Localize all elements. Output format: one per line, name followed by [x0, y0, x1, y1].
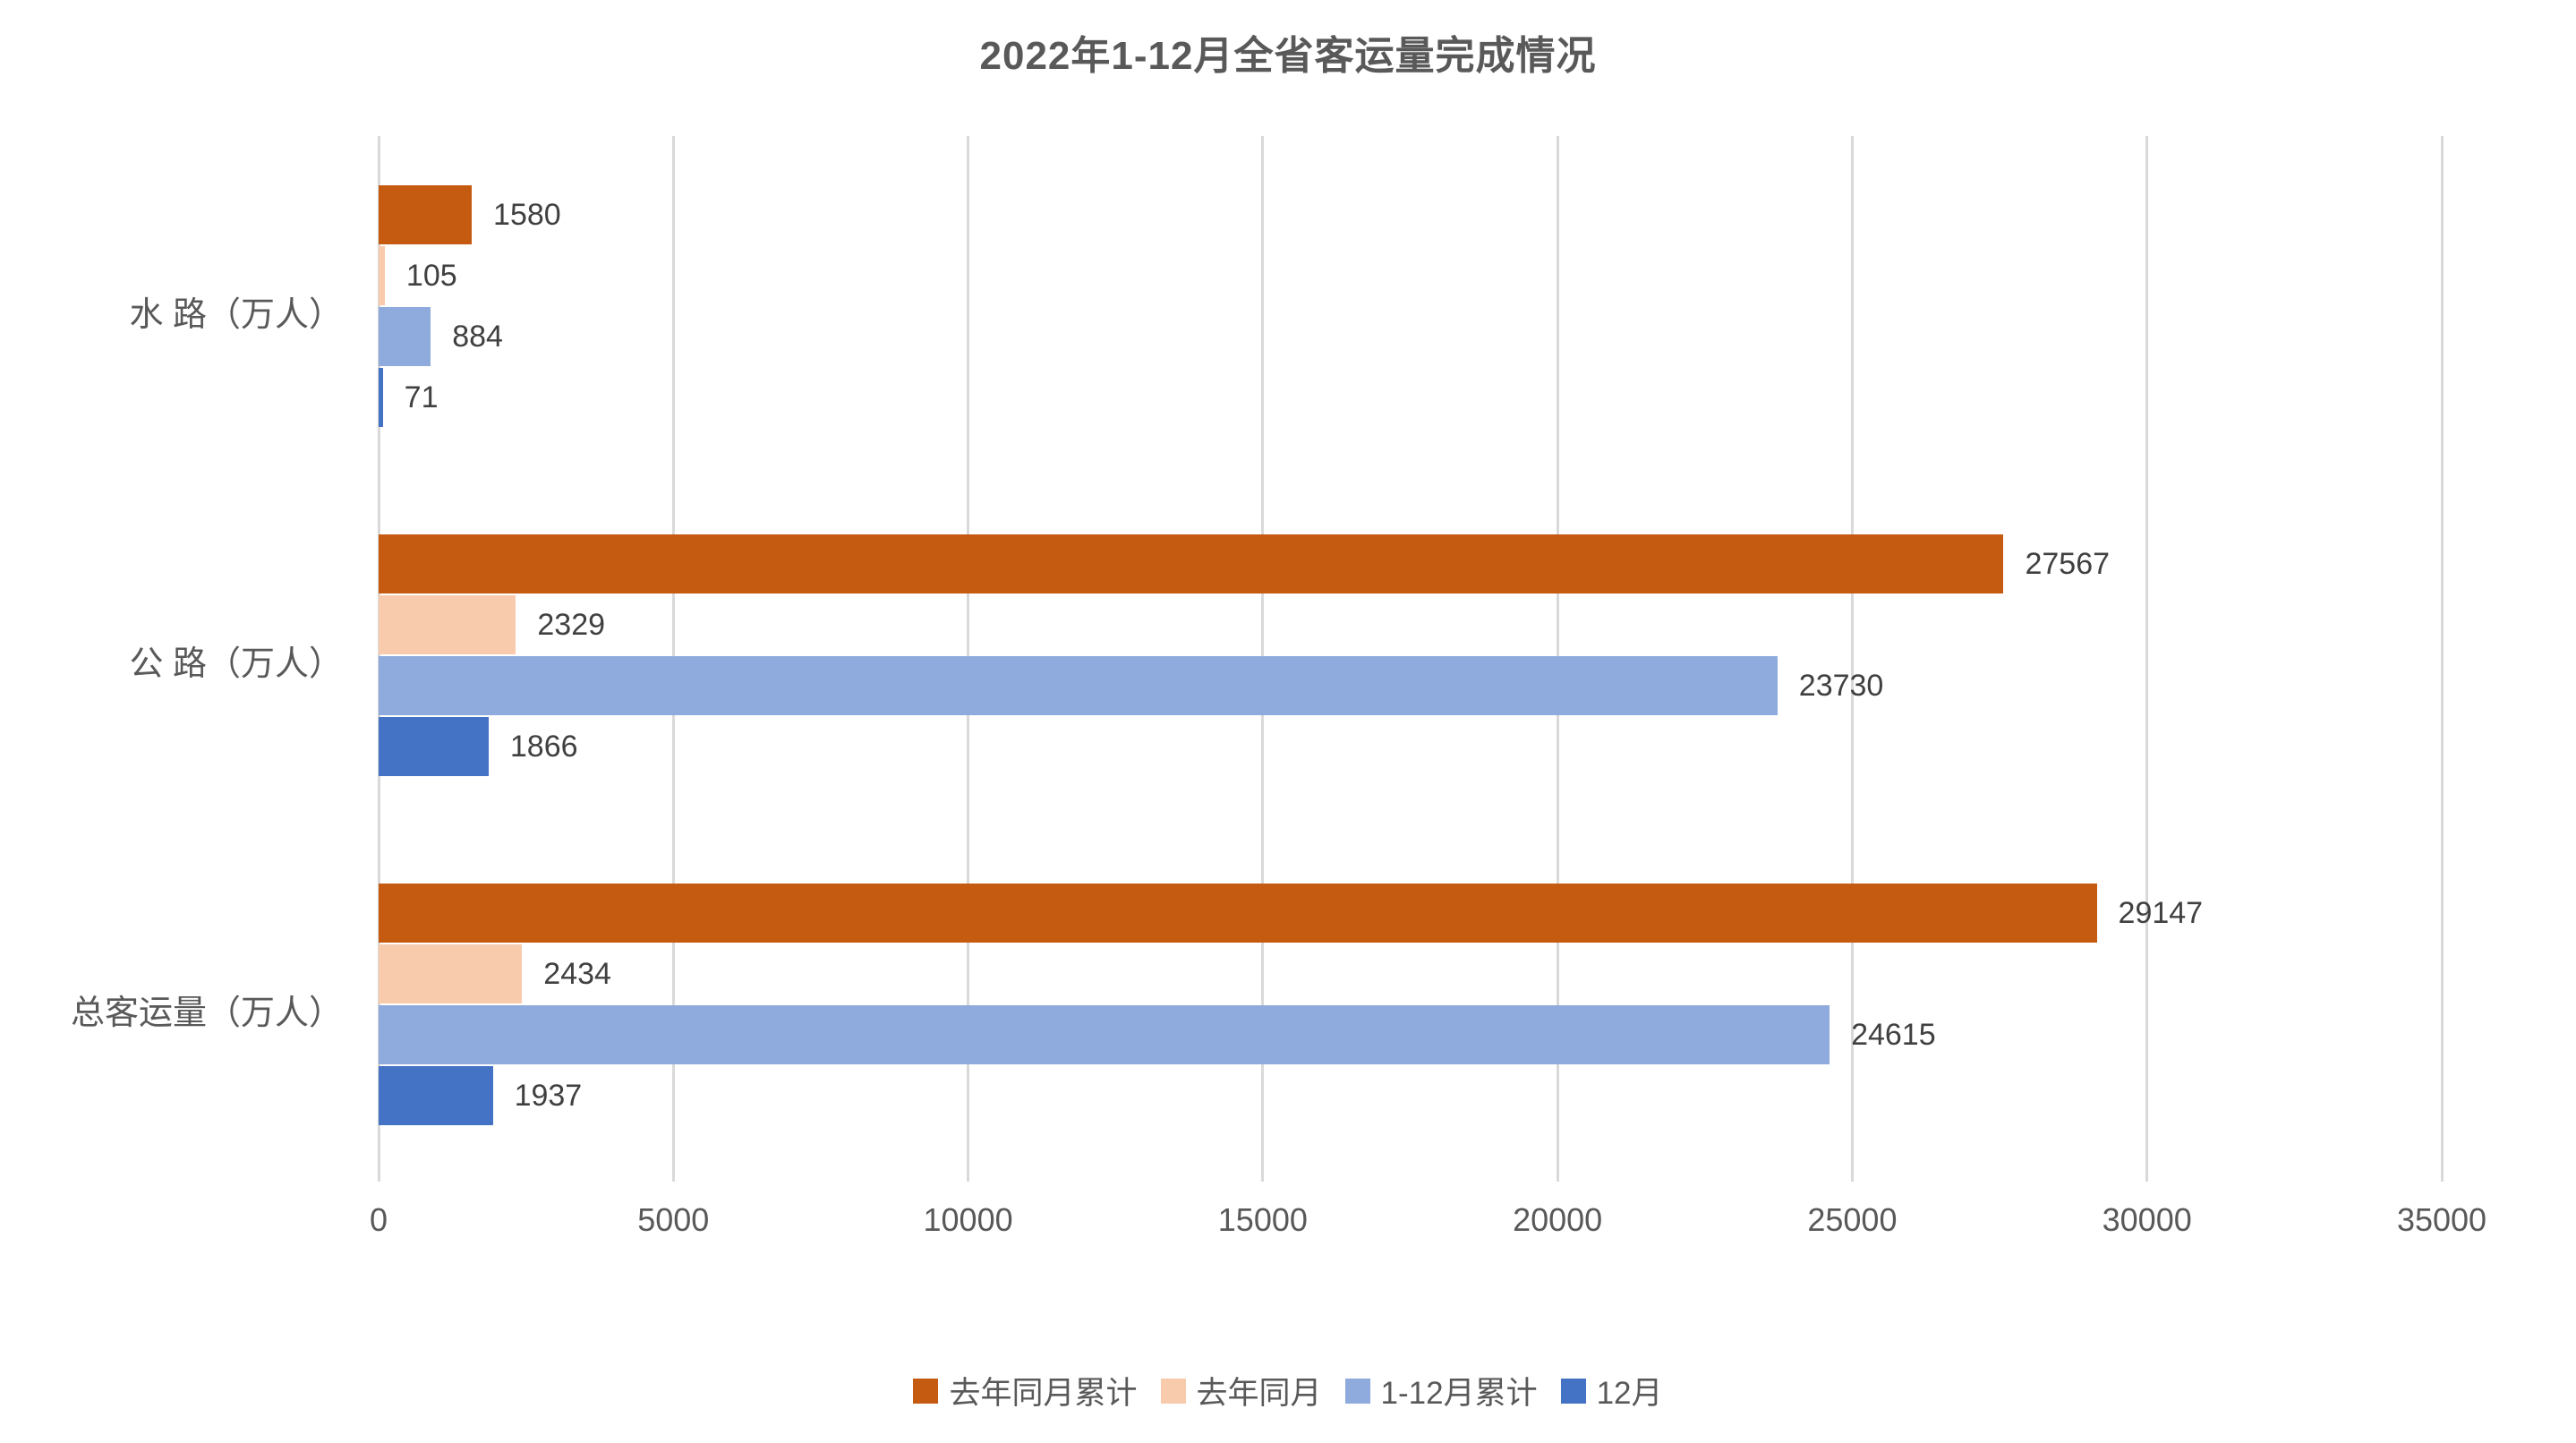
data-label: 71 [404, 380, 439, 414]
bar-去年同月累计-水 路（万人） [379, 185, 473, 244]
bar-12月-公 路（万人） [379, 717, 489, 776]
category-label: 公 路（万人） [129, 645, 343, 683]
bar-去年同月累计-公 路（万人） [379, 534, 2004, 593]
x-tick-label: 0 [369, 1201, 388, 1238]
legend-swatch-icon [1560, 1378, 1586, 1404]
x-tick-label: 10000 [923, 1201, 1013, 1238]
plot-area: 1580 105 884 71 27567 2329 23730 1866 29147 2434 2… [377, 136, 2444, 1182]
legend-label: 去年同月累计 [949, 1376, 1138, 1411]
x-tick-label: 5000 [637, 1201, 710, 1238]
bar-去年同月-总客运量（万人） [379, 944, 523, 1003]
legend: 去年同月累计 去年同月 1-12月累计 12月 [0, 1368, 2576, 1413]
data-label: 1866 [509, 730, 578, 764]
gridline-35000 [2440, 136, 2444, 1182]
bar-12月-水 路（万人） [379, 368, 383, 427]
data-label: 2329 [537, 608, 606, 642]
x-tick-label: 15000 [1217, 1201, 1308, 1238]
bar-去年同月累计-总客运量（万人） [379, 884, 2097, 943]
data-label: 23730 [1798, 669, 1884, 703]
data-label: 1937 [514, 1079, 583, 1113]
gridline-30000 [2145, 136, 2149, 1182]
legend-label: 12月 [1596, 1376, 1663, 1411]
legend-item-1-12月累计: 1-12月累计 [1344, 1368, 1538, 1413]
category-label: 水 路（万人） [129, 295, 343, 334]
bar-1-12月累计-公 路（万人） [379, 656, 1778, 715]
legend-item-12月: 12月 [1560, 1368, 1663, 1413]
legend-swatch-icon [1160, 1378, 1186, 1404]
legend-item-去年同月: 去年同月 [1160, 1368, 1322, 1413]
data-label: 2434 [543, 957, 611, 991]
data-label: 29147 [2118, 896, 2204, 930]
data-label: 1580 [493, 198, 561, 232]
legend-item-去年同月累计: 去年同月累计 [913, 1368, 1138, 1413]
bar-1-12月累计-水 路（万人） [379, 307, 431, 366]
bar-去年同月-水 路（万人） [379, 246, 385, 305]
category-label: 总客运量（万人） [70, 994, 343, 1032]
bar-去年同月-公 路（万人） [379, 595, 516, 654]
x-tick-label: 25000 [1807, 1201, 1898, 1238]
data-label: 884 [452, 320, 503, 354]
gridline-25000 [1850, 136, 1854, 1182]
chart-title: 2022年1-12月全省客运量完成情况 [979, 34, 1597, 78]
bar-12月-总客运量（万人） [379, 1066, 493, 1125]
x-tick-label: 20000 [1513, 1201, 1603, 1238]
legend-label: 1-12月累计 [1380, 1376, 1538, 1411]
value-axis: 0 5000 10000 15000 20000 25000 30000 35000 [0, 1201, 2576, 1246]
data-label: 24615 [1851, 1018, 1936, 1052]
bar-1-12月累计-总客运量（万人） [379, 1005, 1830, 1064]
data-label: 27567 [2025, 547, 2111, 581]
x-tick-label: 35000 [2396, 1201, 2487, 1238]
legend-swatch-icon [1344, 1378, 1370, 1404]
legend-swatch-icon [913, 1378, 939, 1404]
x-tick-label: 30000 [2102, 1201, 2192, 1238]
data-label: 105 [405, 259, 457, 293]
legend-label: 去年同月 [1196, 1376, 1322, 1411]
